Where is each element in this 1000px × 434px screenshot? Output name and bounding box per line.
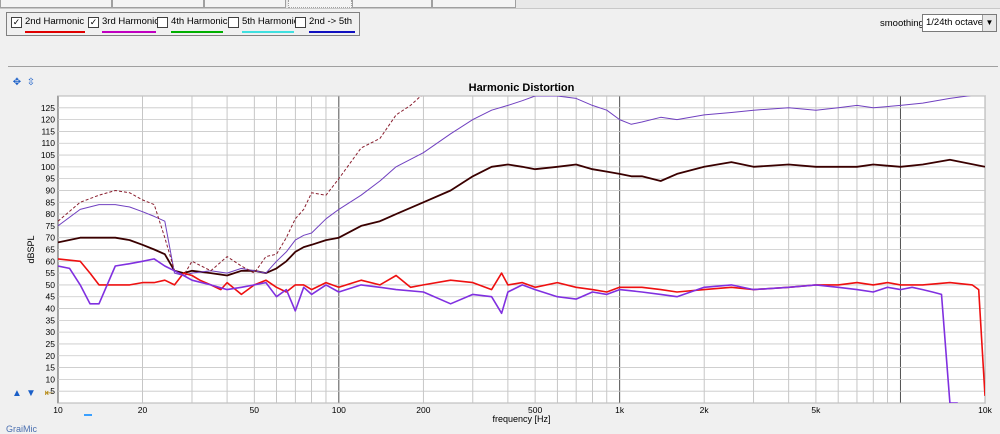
x-tick-label: 100: [332, 405, 346, 415]
y-tick-label: 65: [46, 245, 56, 255]
scroll-up-icon[interactable]: ▲: [12, 388, 22, 399]
tab-stub[interactable]: [352, 0, 432, 8]
tab-stub[interactable]: [112, 0, 204, 8]
x-tick-label: 50: [250, 405, 260, 415]
chevron-down-icon[interactable]: ▼: [982, 15, 996, 31]
series-line-4: [58, 258, 958, 403]
y-tick-label: 100: [41, 162, 55, 172]
legend-item-2nd-harmonic[interactable]: ✓ 2nd Harmonic: [11, 15, 85, 33]
y-tick-label: 55: [46, 268, 56, 278]
x-tick-label: 10: [53, 405, 63, 415]
top-tab-strip: [0, 0, 1000, 9]
checkbox[interactable]: [228, 17, 239, 28]
y-tick-label: 50: [46, 280, 56, 290]
y-tick-label: 35: [46, 315, 56, 325]
toolbar-separator: [8, 66, 998, 67]
y-tick-label: 125: [41, 103, 55, 113]
y-tick-label: 75: [46, 221, 56, 231]
tab-stub[interactable]: [204, 0, 286, 8]
legend-label: 3rd Harmonic: [102, 16, 160, 27]
y-tick-label: 45: [46, 292, 56, 302]
x-tick-label: 10k: [978, 405, 992, 415]
scroll-indicator: [84, 414, 92, 416]
y-tick-label: 20: [46, 351, 56, 361]
zoom-fit-icon[interactable]: ✥: [12, 77, 22, 88]
y-tick-label: 105: [41, 150, 55, 160]
y-tick-label: 90: [46, 185, 56, 195]
y-tick-label: 120: [41, 115, 55, 125]
smoothing-label: smoothing: [880, 18, 924, 29]
checkbox[interactable]: ✓: [11, 17, 22, 28]
series-line-0: [58, 158, 985, 277]
y-tick-label: 60: [46, 256, 56, 266]
checkbox[interactable]: ✓: [88, 17, 99, 28]
y-tick-label: 40: [46, 304, 56, 314]
tab-stub-active[interactable]: [288, 0, 352, 8]
legend-item-3rd-harmonic[interactable]: ✓ 3rd Harmonic: [88, 15, 160, 33]
checkbox[interactable]: [295, 17, 306, 28]
legend-color-line: [242, 31, 294, 33]
y-tick-label: 70: [46, 233, 56, 243]
checkbox[interactable]: [157, 17, 168, 28]
tab-stub[interactable]: [432, 0, 516, 8]
smoothing-select[interactable]: 1/24th octave ▼: [922, 14, 997, 32]
y-tick-label: 115: [41, 126, 55, 136]
zoom-fit-y-icon[interactable]: ⇳: [26, 77, 36, 88]
x-tick-label: 20: [138, 405, 148, 415]
legend-color-line: [309, 31, 355, 33]
scroll-down-icon[interactable]: ▼: [26, 388, 36, 399]
y-tick-label: 80: [46, 209, 56, 219]
x-tick-label: 1k: [615, 405, 625, 415]
pan-left-icon[interactable]: ⇤: [44, 388, 54, 399]
legend-color-line: [171, 31, 223, 33]
x-tick-label: 5k: [811, 405, 821, 415]
y-tick-label: 5: [50, 386, 55, 396]
y-tick-label: 30: [46, 327, 56, 337]
legend-color-line: [102, 31, 156, 33]
x-tick-label: 2k: [700, 405, 710, 415]
y-axis-label: dBSPL: [26, 235, 36, 263]
legend-item-5th-harmonic[interactable]: 5th Harmonic: [228, 15, 299, 33]
legend-label: 5th Harmonic: [242, 16, 299, 27]
legend-item-4th-harmonic[interactable]: 4th Harmonic: [157, 15, 228, 33]
y-tick-label: 95: [46, 174, 56, 184]
x-tick-label: 500: [528, 405, 542, 415]
y-tick-label: 10: [46, 374, 56, 384]
y-tick-label: 15: [46, 363, 56, 373]
series-line-2: [58, 96, 422, 276]
bottom-label: GraiMic: [6, 424, 37, 434]
x-tick-label: 200: [416, 405, 430, 415]
y-tick-label: 85: [46, 197, 56, 207]
legend-label: 2nd -> 5th: [309, 16, 353, 27]
harmonic-legend-bar: ✓ 2nd Harmonic ✓ 3rd Harmonic 4th Harmon…: [6, 12, 360, 36]
legend-label: 4th Harmonic: [171, 16, 228, 27]
y-tick-label: 25: [46, 339, 56, 349]
chart-title: Harmonic Distortion: [469, 82, 575, 94]
legend-item-2nd-to-5th[interactable]: 2nd -> 5th: [295, 15, 355, 33]
y-tick-label: 110: [41, 138, 55, 148]
tab-stub[interactable]: [0, 0, 112, 8]
legend-label: 2nd Harmonic: [25, 16, 85, 27]
legend-color-line: [25, 31, 85, 33]
smoothing-value: 1/24th octave: [926, 17, 984, 28]
x-axis-label: frequency [Hz]: [492, 414, 550, 424]
